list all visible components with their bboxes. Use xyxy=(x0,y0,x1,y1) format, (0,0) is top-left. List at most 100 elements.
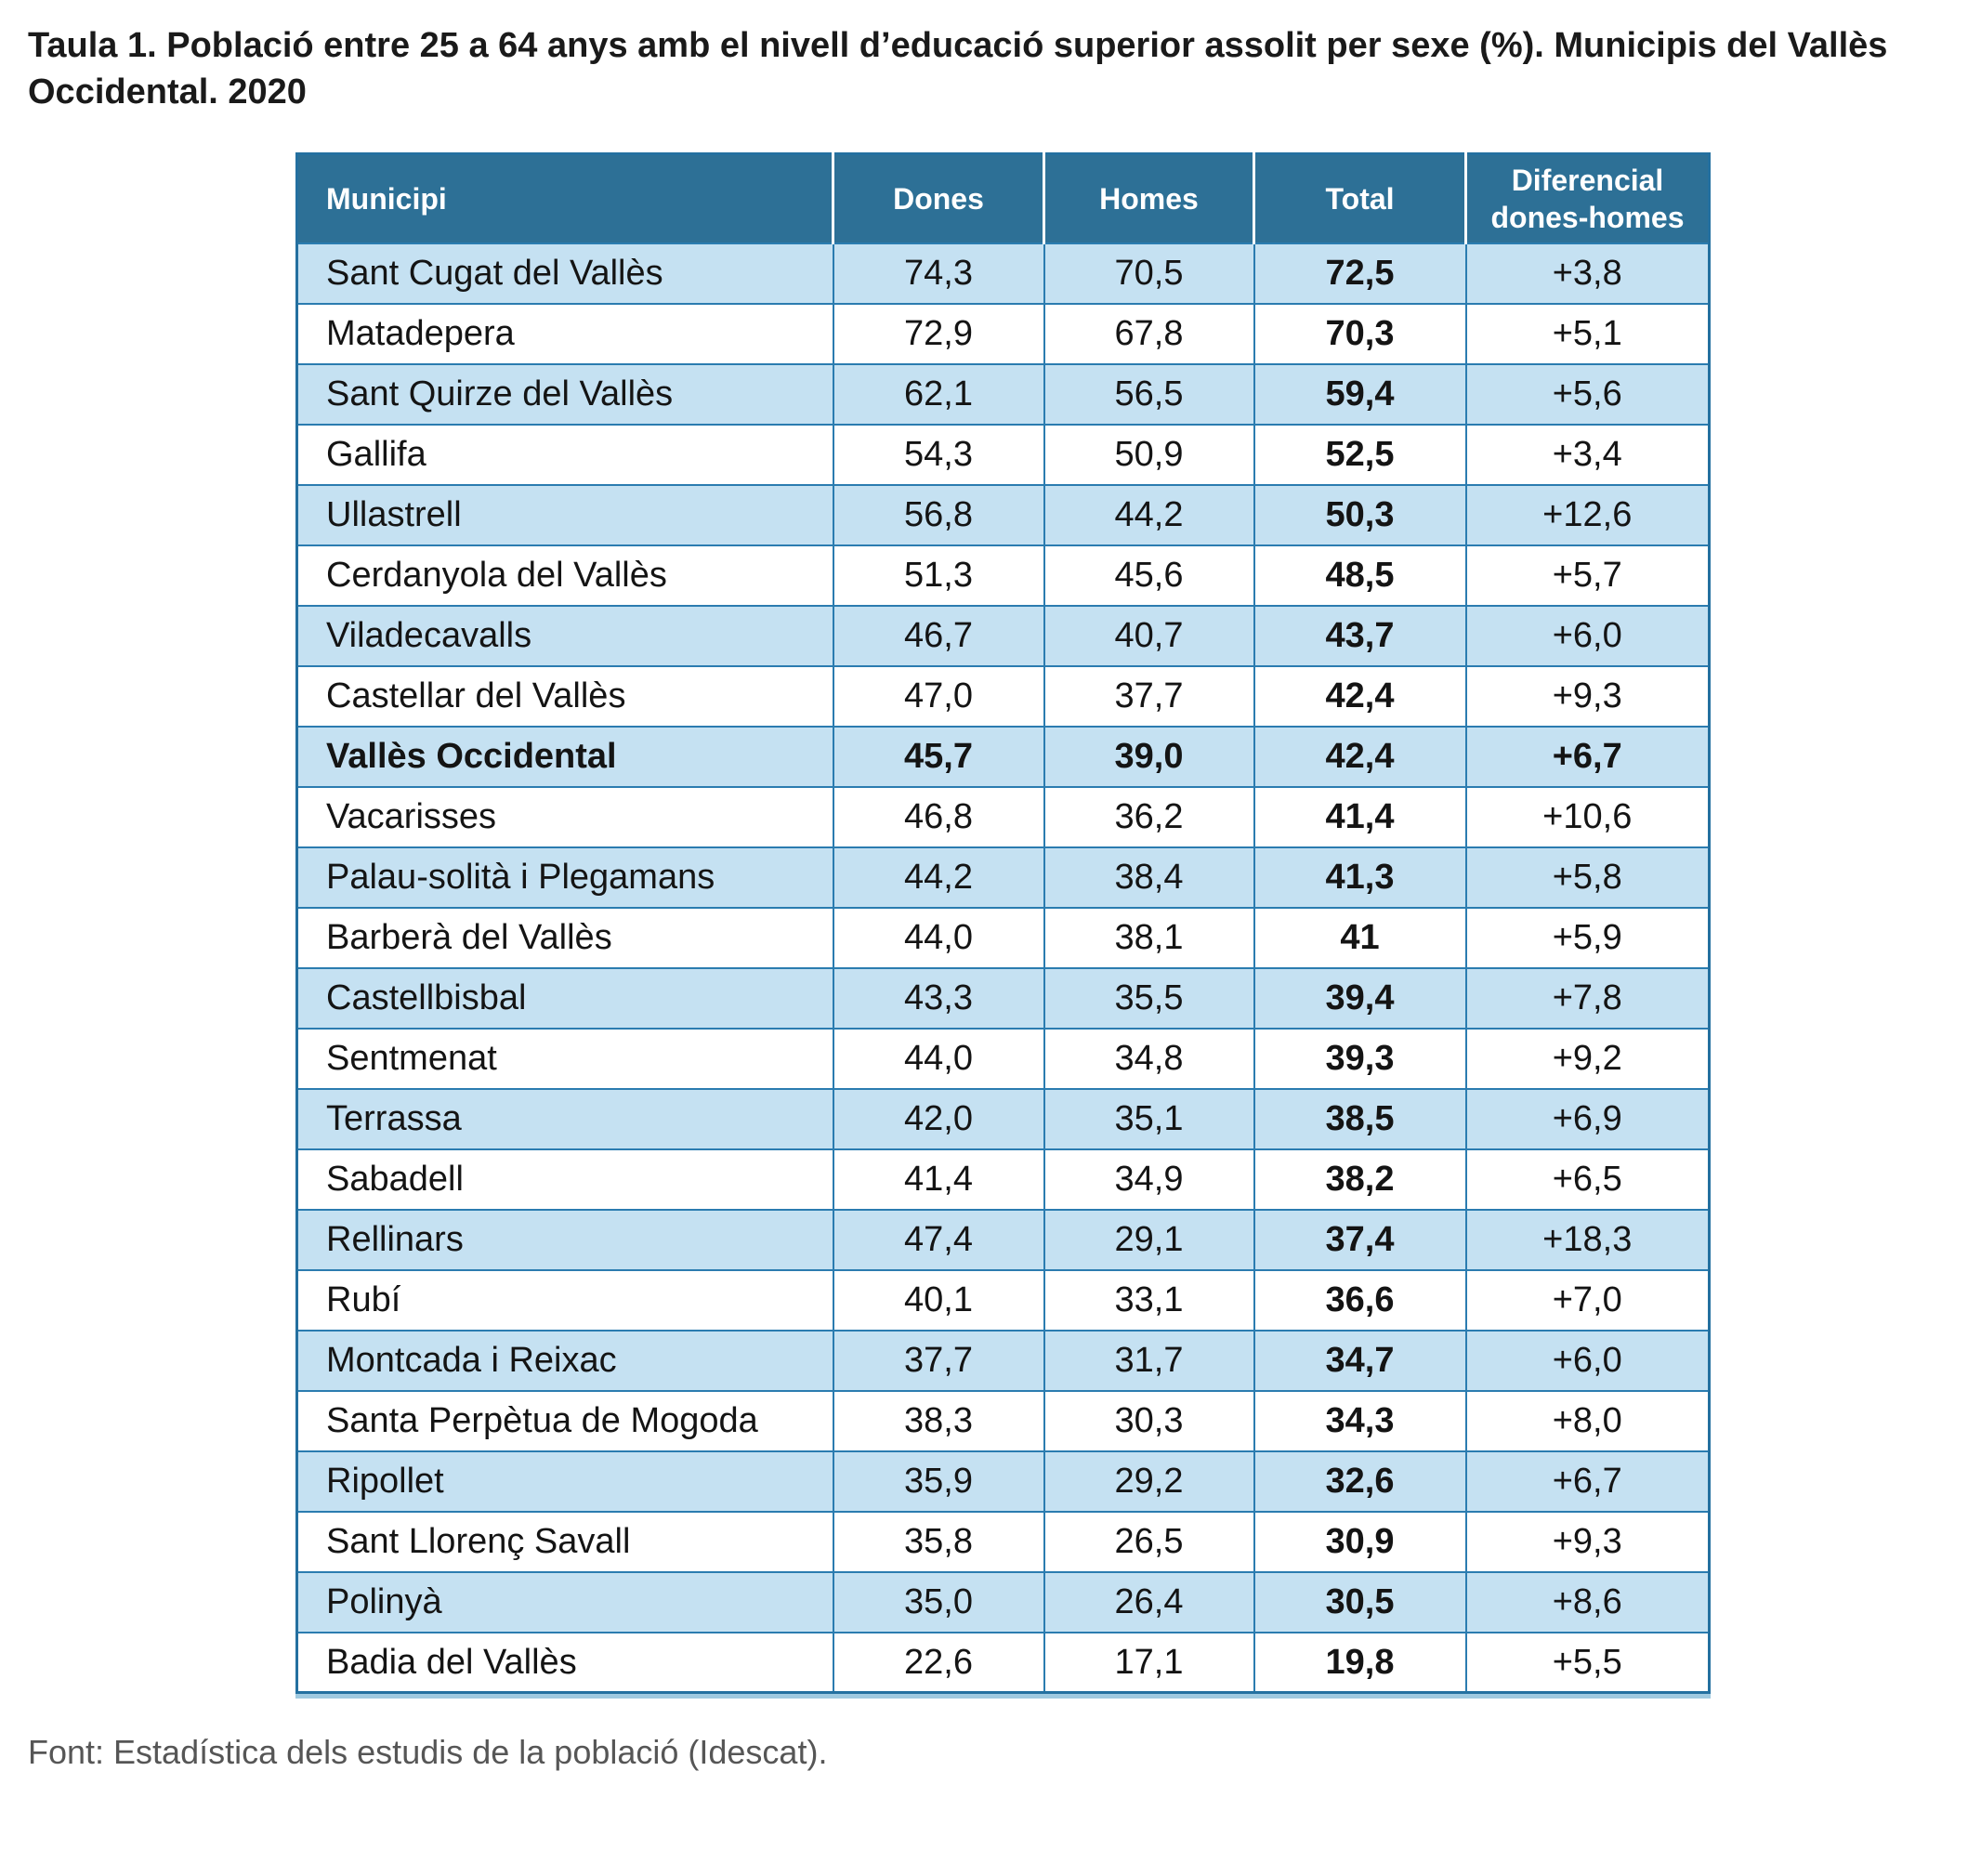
diferencial-value-cell: +3,8 xyxy=(1464,242,1711,305)
homes-value-cell: 17,1 xyxy=(1043,1631,1255,1694)
homes-value-cell: 36,2 xyxy=(1043,785,1255,848)
municipality-cell: Sant Quirze del Vallès xyxy=(295,362,834,426)
diferencial-value-cell: +7,8 xyxy=(1464,966,1711,1030)
table-row: Castellbisbal 43,3 35,5 39,4 +7,8 xyxy=(295,966,1711,1030)
table-row: Castellar del Vallès 47,0 37,7 42,4 +9,3 xyxy=(295,664,1711,728)
homes-value-cell: 70,5 xyxy=(1043,242,1255,305)
total-value-cell: 48,5 xyxy=(1253,544,1467,607)
municipality-cell: Matadepera xyxy=(295,302,834,365)
table-row: Matadepera 72,9 67,8 70,3 +5,1 xyxy=(295,302,1711,365)
table-header: Municipi Dones Homes Total Diferencial d… xyxy=(296,153,1711,244)
homes-value-cell: 45,6 xyxy=(1043,544,1255,607)
dones-value-cell: 37,7 xyxy=(832,1329,1045,1392)
total-value-cell: 30,5 xyxy=(1253,1570,1467,1633)
table-row: Barberà del Vallès 44,0 38,1 41 +5,9 xyxy=(295,906,1711,969)
total-value-cell: 72,5 xyxy=(1253,242,1467,305)
homes-value-cell: 29,1 xyxy=(1043,1208,1255,1271)
total-value-cell: 37,4 xyxy=(1253,1208,1467,1271)
homes-value-cell: 26,5 xyxy=(1043,1510,1255,1573)
dones-value-cell: 44,2 xyxy=(832,846,1045,909)
municipality-cell: Badia del Vallès xyxy=(295,1631,834,1694)
table-row: Terrassa 42,0 35,1 38,5 +6,9 xyxy=(295,1087,1711,1150)
table-row: Sant Quirze del Vallès 62,1 56,5 59,4 +5… xyxy=(295,362,1711,426)
total-value-cell: 52,5 xyxy=(1253,423,1467,486)
table-row: Sabadell 41,4 34,9 38,2 +6,5 xyxy=(295,1148,1711,1211)
diferencial-value-cell: +6,0 xyxy=(1464,1329,1711,1392)
homes-value-cell: 39,0 xyxy=(1043,725,1255,788)
table-row: Sant Llorenç Savall 35,8 26,5 30,9 +9,3 xyxy=(295,1510,1711,1573)
homes-value-cell: 50,9 xyxy=(1043,423,1255,486)
column-header-municipi: Municipi xyxy=(296,153,834,244)
diferencial-value-cell: +8,6 xyxy=(1464,1570,1711,1633)
municipality-cell: Rellinars xyxy=(295,1208,834,1271)
table-row: Viladecavalls 46,7 40,7 43,7 +6,0 xyxy=(295,604,1711,667)
total-value-cell: 30,9 xyxy=(1253,1510,1467,1573)
table-row: Polinyà 35,0 26,4 30,5 +8,6 xyxy=(295,1570,1711,1633)
total-value-cell: 38,5 xyxy=(1253,1087,1467,1150)
municipality-cell: Terrassa xyxy=(295,1087,834,1150)
table-row: Rellinars 47,4 29,1 37,4 +18,3 xyxy=(295,1208,1711,1271)
municipality-cell: Rubí xyxy=(295,1268,834,1332)
dones-value-cell: 38,3 xyxy=(832,1389,1045,1452)
homes-value-cell: 30,3 xyxy=(1043,1389,1255,1452)
municipality-cell: Montcada i Reixac xyxy=(295,1329,834,1392)
homes-value-cell: 38,1 xyxy=(1043,906,1255,969)
dones-value-cell: 62,1 xyxy=(832,362,1045,426)
municipality-cell: Sentmenat xyxy=(295,1027,834,1090)
homes-value-cell: 44,2 xyxy=(1043,483,1255,546)
total-value-cell: 34,7 xyxy=(1253,1329,1467,1392)
diferencial-value-cell: +8,0 xyxy=(1464,1389,1711,1452)
homes-value-cell: 31,7 xyxy=(1043,1329,1255,1392)
municipality-cell: Ullastrell xyxy=(295,483,834,546)
homes-value-cell: 35,5 xyxy=(1043,966,1255,1030)
column-header-total: Total xyxy=(1253,153,1467,244)
table-header-row: Municipi Dones Homes Total Diferencial d… xyxy=(296,153,1711,244)
dones-value-cell: 72,9 xyxy=(832,302,1045,365)
homes-value-cell: 40,7 xyxy=(1043,604,1255,667)
municipality-cell: Palau-solità i Plegamans xyxy=(295,846,834,909)
total-value-cell: 39,4 xyxy=(1253,966,1467,1030)
total-value-cell: 38,2 xyxy=(1253,1148,1467,1211)
table-row: Badia del Vallès 22,6 17,1 19,8 +5,5 xyxy=(295,1631,1711,1694)
column-header-dones: Dones xyxy=(833,153,1045,244)
diferencial-value-cell: +7,0 xyxy=(1464,1268,1711,1332)
diferencial-value-cell: +6,5 xyxy=(1464,1148,1711,1211)
municipality-cell: Vacarisses xyxy=(295,785,834,848)
diferencial-value-cell: +5,7 xyxy=(1464,544,1711,607)
dones-value-cell: 40,1 xyxy=(832,1268,1045,1332)
education-table: Municipi Dones Homes Total Diferencial d… xyxy=(295,152,1711,1695)
municipality-cell: Sabadell xyxy=(295,1148,834,1211)
homes-value-cell: 67,8 xyxy=(1043,302,1255,365)
table-row: Vallès Occidental 45,7 39,0 42,4 +6,7 xyxy=(295,725,1711,788)
homes-value-cell: 29,2 xyxy=(1043,1450,1255,1513)
homes-value-cell: 34,8 xyxy=(1043,1027,1255,1090)
total-value-cell: 41,4 xyxy=(1253,785,1467,848)
dones-value-cell: 35,8 xyxy=(832,1510,1045,1573)
column-header-diferencial: Diferencial dones-homes xyxy=(1465,153,1711,244)
total-value-cell: 41,3 xyxy=(1253,846,1467,909)
municipality-cell: Castellbisbal xyxy=(295,966,834,1030)
dones-value-cell: 42,0 xyxy=(832,1087,1045,1150)
homes-value-cell: 37,7 xyxy=(1043,664,1255,728)
municipality-cell: Sant Cugat del Vallès xyxy=(295,242,834,305)
dones-value-cell: 43,3 xyxy=(832,966,1045,1030)
diferencial-value-cell: +6,7 xyxy=(1464,1450,1711,1513)
table-row: Cerdanyola del Vallès 51,3 45,6 48,5 +5,… xyxy=(295,544,1711,607)
dones-value-cell: 74,3 xyxy=(832,242,1045,305)
table-row: Ripollet 35,9 29,2 32,6 +6,7 xyxy=(295,1450,1711,1513)
municipality-cell: Viladecavalls xyxy=(295,604,834,667)
table-row: Sant Cugat del Vallès 74,3 70,5 72,5 +3,… xyxy=(295,242,1711,305)
municipality-cell: Santa Perpètua de Mogoda xyxy=(295,1389,834,1452)
total-value-cell: 39,3 xyxy=(1253,1027,1467,1090)
homes-value-cell: 35,1 xyxy=(1043,1087,1255,1150)
municipality-cell: Polinyà xyxy=(295,1570,834,1633)
total-value-cell: 42,4 xyxy=(1253,725,1467,788)
homes-value-cell: 38,4 xyxy=(1043,846,1255,909)
diferencial-value-cell: +6,0 xyxy=(1464,604,1711,667)
table-row: Ullastrell 56,8 44,2 50,3 +12,6 xyxy=(295,483,1711,546)
municipality-cell: Barberà del Vallès xyxy=(295,906,834,969)
table-body: Sant Cugat del Vallès 74,3 70,5 72,5 +3,… xyxy=(295,242,1711,1694)
total-value-cell: 70,3 xyxy=(1253,302,1467,365)
diferencial-value-cell: +9,3 xyxy=(1464,664,1711,728)
dones-value-cell: 22,6 xyxy=(832,1631,1045,1694)
